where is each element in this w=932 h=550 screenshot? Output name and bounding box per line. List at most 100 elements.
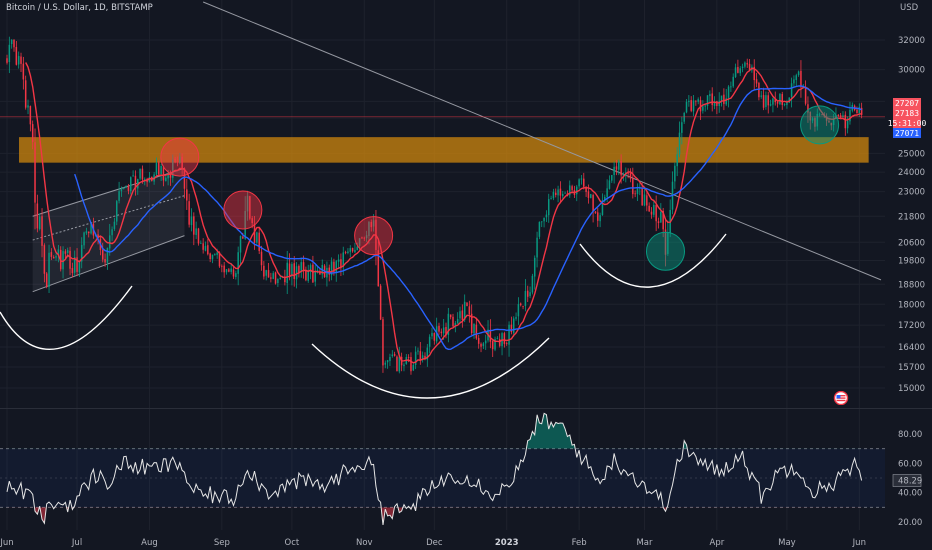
candle-body	[55, 256, 57, 258]
candle-body	[594, 211, 597, 214]
candle	[550, 195, 552, 200]
candle	[604, 194, 606, 203]
candle	[776, 100, 779, 108]
candle-body	[295, 266, 298, 280]
candle	[228, 267, 230, 273]
candle	[15, 41, 18, 66]
candle-body	[179, 156, 181, 164]
candle	[10, 39, 13, 49]
candle	[202, 238, 204, 254]
candle-body	[655, 204, 657, 222]
candle	[431, 327, 433, 340]
candle	[279, 276, 281, 280]
candle-body	[538, 221, 541, 237]
candle-body	[97, 234, 99, 239]
candle-body	[80, 244, 83, 262]
candle-body	[811, 118, 814, 121]
candle	[529, 286, 531, 299]
candle-body	[653, 204, 655, 215]
candle-body	[716, 101, 718, 106]
candle-body	[24, 80, 27, 108]
candle-body	[120, 188, 123, 192]
candle	[475, 317, 478, 340]
candle-body	[723, 94, 725, 104]
candle-body	[428, 336, 431, 347]
candle-body	[648, 205, 650, 212]
candle-body	[260, 251, 263, 266]
candle-body	[197, 228, 200, 244]
candle	[559, 181, 562, 204]
candle-body	[71, 268, 74, 274]
candle	[214, 253, 216, 256]
candle-body	[475, 324, 478, 339]
candle-body	[396, 356, 398, 372]
candle-body	[618, 161, 620, 170]
us-flag-icon[interactable]	[833, 391, 849, 405]
candle-body	[517, 304, 520, 317]
channel-upper-line	[32, 167, 185, 217]
candle	[597, 208, 599, 227]
candle	[711, 87, 713, 112]
candle-body	[361, 237, 363, 239]
candle-body	[578, 179, 580, 187]
candle	[643, 187, 646, 207]
candle-body	[20, 56, 22, 64]
candle	[379, 283, 382, 321]
candle-body	[160, 166, 162, 175]
candle	[594, 211, 597, 214]
candle-body	[267, 270, 270, 278]
candle-body	[688, 100, 690, 103]
candle-body	[43, 245, 46, 274]
candle	[688, 95, 690, 107]
candle-body	[155, 163, 158, 175]
candle	[300, 257, 302, 278]
candle-body	[424, 355, 426, 360]
candle	[480, 342, 482, 353]
candle	[655, 195, 657, 232]
candle	[825, 113, 828, 126]
candle-body	[704, 105, 706, 107]
candle	[685, 99, 688, 114]
candle-body	[370, 221, 373, 228]
candle	[725, 88, 727, 106]
candle	[590, 193, 592, 199]
candle-body	[608, 180, 611, 189]
candle-body	[188, 201, 190, 225]
candle	[452, 313, 454, 327]
time-tick-label: Apr	[710, 538, 725, 548]
candle	[34, 128, 36, 230]
candle	[741, 63, 744, 73]
candle-body	[447, 313, 450, 335]
price-tick-label: 24000	[898, 168, 925, 178]
candle	[48, 244, 50, 293]
candle	[309, 263, 312, 280]
price-tag-bg	[893, 128, 921, 138]
candle	[522, 305, 524, 310]
candle	[347, 248, 349, 255]
candle	[641, 182, 643, 206]
candle	[576, 184, 578, 202]
candle	[270, 272, 272, 283]
candle-body	[235, 273, 237, 278]
candle	[144, 177, 146, 186]
candle-body	[804, 86, 807, 104]
candle	[489, 319, 492, 349]
candle-body	[597, 212, 599, 221]
candle-body	[550, 198, 552, 199]
candle-body	[767, 95, 770, 106]
candle-body	[587, 191, 590, 198]
candle-body	[134, 175, 137, 189]
candle	[533, 255, 536, 290]
candle-body	[62, 251, 64, 270]
candle-body	[204, 245, 207, 251]
candle-body	[279, 277, 281, 279]
candle-body	[6, 58, 8, 63]
candle-body	[832, 118, 835, 126]
candle-body	[172, 159, 174, 178]
pane-divider[interactable]	[0, 408, 932, 409]
candle	[29, 105, 32, 132]
candle	[678, 121, 681, 158]
candle-body	[678, 132, 681, 155]
